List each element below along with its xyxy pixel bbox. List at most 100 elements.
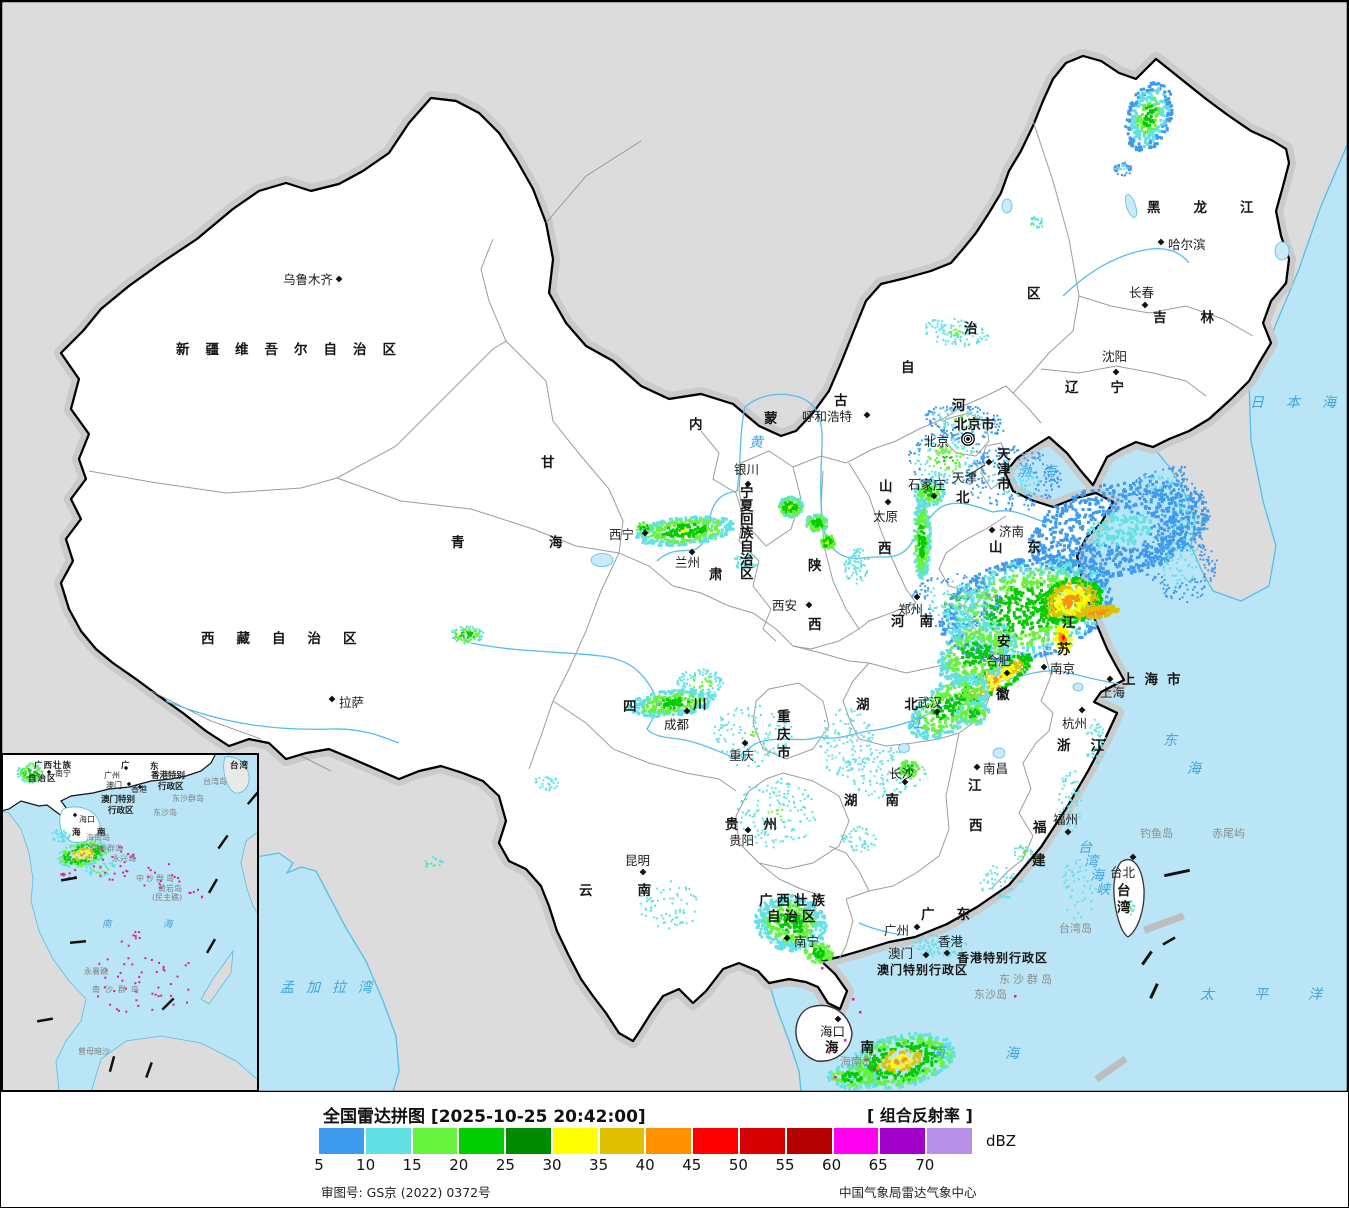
map-label: 宁夏回族自治区 — [739, 484, 754, 582]
map-label: 南昌 — [983, 761, 1008, 776]
city-marker-diamond — [123, 765, 129, 771]
map-label: 台北 — [1110, 865, 1136, 880]
radar-echo-cluster — [1078, 604, 1120, 620]
inset-palawan — [200, 949, 234, 1005]
inset-island-mark — [99, 866, 102, 869]
radar-echo-cluster — [1062, 858, 1097, 919]
inset-island-mark — [171, 874, 174, 877]
map-label: 呼和浩特 — [802, 409, 852, 424]
lakes — [590, 194, 1290, 759]
inset-island-mark — [109, 1003, 112, 1006]
map-label: 东 — [1163, 733, 1179, 749]
inset-island-mark — [123, 875, 126, 877]
dash-line-segment — [1162, 936, 1176, 946]
province-boundaries — [88, 120, 1254, 960]
inset-island-mark — [147, 866, 150, 869]
map-label: 苏 — [1057, 641, 1071, 658]
map-label: 浙江 — [1057, 737, 1124, 754]
legend-tick-value: 65 — [868, 1156, 888, 1174]
inset-indochina — [2, 810, 87, 1090]
map-label: (民主礁) — [152, 892, 182, 902]
map-label: 海口 — [820, 1024, 845, 1039]
inset-dash-segment — [60, 876, 78, 882]
city-marker-diamond — [863, 411, 871, 419]
city-marker-diamond — [1106, 675, 1114, 683]
rivers — [165, 247, 1190, 936]
radar-echo-cluster — [911, 934, 968, 958]
dash-line-segment — [1149, 983, 1159, 999]
radar-echo-cluster — [1028, 479, 1210, 579]
map-label: 建 — [1031, 852, 1046, 869]
city-marker-diamond — [744, 826, 752, 834]
reflectivity-colorbar — [319, 1128, 972, 1154]
map-label: 南宁 — [794, 934, 819, 949]
radar-echo-cluster — [924, 403, 1005, 439]
map-label: 西藏自治区 — [201, 630, 379, 647]
radar-echo-cluster — [803, 942, 835, 964]
legend-color-cell — [599, 1128, 645, 1154]
legend-product-label: [ 组合反射率 ] — [867, 1106, 973, 1125]
map-label: 长春 — [1129, 285, 1155, 300]
inset-island-mark — [192, 891, 195, 894]
legend-color-cell — [880, 1128, 926, 1154]
inset-dash-segment — [217, 834, 229, 850]
yangtze-river — [470, 642, 1120, 759]
map-label: 郑州 — [898, 602, 923, 617]
radar-echo-cluster — [965, 445, 1062, 511]
map-label: 澳门 — [888, 946, 913, 961]
legend-tick-value: 20 — [449, 1156, 469, 1174]
city-marker-diamond — [328, 695, 336, 703]
map-label: 兰州 — [675, 555, 700, 570]
map-label: 广西壮族 — [759, 892, 829, 909]
data-source-label: 中国气象局雷达气象中心 — [839, 1185, 977, 1200]
map-label: 台湾 — [1117, 882, 1131, 916]
map-label: 海 — [1090, 868, 1106, 884]
inset-island-mark — [189, 892, 192, 894]
radar-echo-cluster — [1053, 626, 1073, 652]
inset-island-mark — [168, 863, 170, 866]
inset-island-mark — [111, 878, 114, 881]
map-label: 太平洋 — [1200, 987, 1348, 1003]
map-label: 黄岩岛 — [158, 883, 182, 893]
inset-island-mark — [134, 982, 137, 985]
city-marker-diamond — [46, 769, 52, 775]
inset-island-mark — [127, 944, 130, 947]
radar-echo-cluster — [909, 573, 1001, 630]
pearl-river — [858, 922, 904, 936]
map-label: 重庆 — [729, 748, 755, 763]
inset-dash-segment — [161, 997, 175, 1011]
map-label: 石家庄 — [908, 477, 946, 492]
map-label: 安 — [997, 633, 1011, 650]
radar-echo-cluster — [1133, 465, 1188, 498]
scs-dash-line — [821, 868, 1191, 1083]
dash-line-segment — [1094, 1055, 1128, 1083]
inset-island-mark — [113, 872, 116, 875]
map-label: 西 — [969, 818, 983, 834]
city-marker-diamond — [688, 548, 696, 556]
inset-island-mark — [172, 1003, 175, 1006]
map-label: 永兴岛 — [112, 853, 136, 863]
inset-island-mark — [160, 879, 162, 882]
inset-island-mark — [127, 852, 130, 855]
inset-island-mark — [68, 872, 71, 875]
map-label: 行政区 — [107, 805, 134, 816]
inset-island-mark — [149, 869, 152, 872]
map-label: 济南 — [999, 524, 1024, 539]
inset-island-mark — [135, 999, 138, 1002]
map-label: 西沙群岛 — [91, 843, 123, 853]
map-label: 北京市 — [954, 416, 995, 433]
legend-tick-value: 10 — [356, 1156, 376, 1174]
radar-echo-cluster — [955, 700, 991, 726]
inset-hainan — [59, 806, 101, 843]
inset-island-mark — [151, 992, 154, 995]
map-label: 西安 — [772, 598, 797, 613]
map-label: 北 — [956, 490, 970, 506]
inset-island-mark — [154, 871, 156, 874]
inset-dash-segment — [108, 1055, 116, 1073]
legend-color-cell — [365, 1128, 411, 1154]
map-label: 河南 — [891, 613, 948, 630]
map-label: 香港 — [938, 934, 964, 949]
map-label: 武汉 — [917, 695, 943, 710]
radar-echo-cluster — [628, 687, 717, 719]
